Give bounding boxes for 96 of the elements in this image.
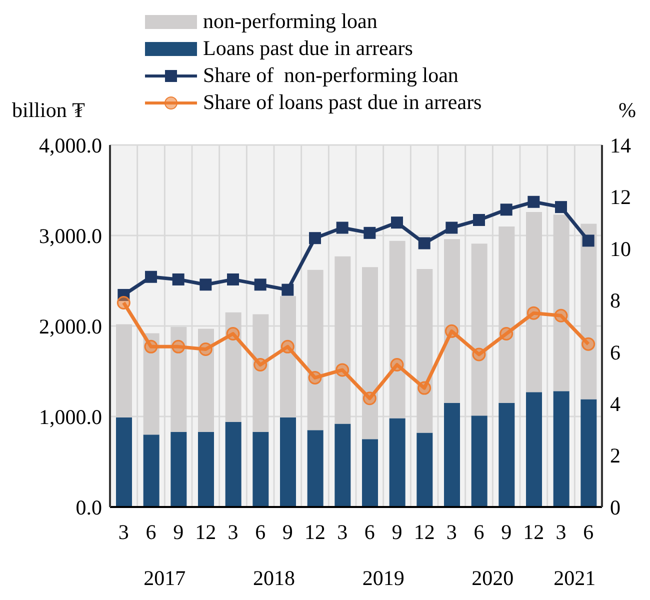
legend-label: Share of loans past due in arrears: [203, 89, 482, 116]
x-tick-label: 6: [583, 520, 594, 544]
point: [500, 327, 514, 341]
x-tick-label: 9: [282, 520, 293, 544]
point: [308, 370, 322, 384]
y2-tick-label: 0: [610, 495, 620, 520]
point: [391, 216, 403, 229]
point: [200, 278, 212, 291]
bar: [498, 402, 515, 507]
bar: [471, 416, 488, 507]
point: [472, 348, 486, 362]
x-tick-label: 3: [118, 520, 129, 544]
bar: [526, 392, 542, 507]
point: [226, 327, 240, 341]
bar: [143, 434, 160, 507]
text: 2017: [144, 566, 186, 590]
point: [116, 296, 130, 310]
y-tick-label: 3,000.0: [39, 224, 102, 248]
y2-tick-label: 6: [610, 340, 620, 364]
point: [280, 340, 294, 354]
point: [418, 381, 432, 395]
x-tick-label: 9: [501, 520, 512, 544]
point: [582, 234, 594, 247]
x-tick-label: 6: [364, 520, 375, 544]
text: 2020: [472, 566, 514, 590]
bar: [198, 432, 214, 507]
bar: [389, 418, 406, 507]
bar: [307, 430, 324, 507]
bar: [225, 422, 242, 507]
x-tick-label: 3: [556, 520, 566, 544]
x-tick-label: 9: [392, 520, 402, 544]
point: [582, 337, 596, 351]
bar: [553, 391, 570, 507]
y2-axis-title: %: [618, 98, 636, 123]
y2-tick-label: 12: [610, 185, 631, 210]
x-tick-label: 6: [146, 520, 156, 544]
x-tick-label: 3: [446, 520, 457, 544]
x-tick-label: 6: [255, 520, 266, 544]
legend-label: Share of non-performing loan: [203, 62, 458, 89]
y2-tick-label: 14: [610, 133, 632, 158]
point: [172, 273, 184, 286]
bar: [416, 432, 433, 507]
bar: [252, 432, 269, 507]
point: [555, 201, 567, 214]
point: [336, 363, 350, 377]
bar: [280, 417, 296, 507]
point: [473, 214, 485, 226]
text: 2021: [554, 566, 596, 590]
text: 2019: [362, 566, 404, 590]
legend-label: non-performing loan: [203, 8, 378, 35]
point: [145, 270, 157, 283]
x-tick-label: 3: [337, 520, 348, 544]
x-tick-label: 12: [414, 520, 435, 544]
bar: [580, 399, 597, 507]
point: [446, 222, 458, 234]
point: [172, 340, 186, 354]
y-tick-label: 2,000.0: [39, 314, 102, 338]
bar: [444, 402, 460, 507]
x-tick-label: 12: [195, 520, 216, 544]
y-tick-label: 1,000.0: [39, 404, 102, 429]
x-tick-label: 3: [228, 520, 238, 544]
point: [526, 306, 540, 320]
point: [309, 232, 321, 244]
bar: [362, 439, 378, 507]
y-tick-label: 4,000.0: [39, 133, 102, 158]
y-axis-title: billion ₮: [12, 98, 85, 123]
x-tick-label: 12: [523, 520, 544, 544]
bar: [116, 417, 132, 507]
point: [336, 222, 348, 234]
point: [444, 324, 458, 338]
x-tick-label: 9: [173, 520, 184, 544]
point: [554, 308, 568, 322]
point: [528, 196, 540, 208]
y2-tick-label: 8: [610, 288, 620, 313]
point: [144, 340, 158, 354]
bar: [170, 432, 187, 507]
point: [254, 358, 268, 372]
point: [282, 284, 294, 296]
point: [364, 226, 376, 239]
y-tick-label: 0.0: [76, 495, 102, 520]
x-tick-label: 12: [304, 520, 326, 544]
bar: [334, 424, 351, 507]
x-tick-label: 6: [474, 520, 484, 544]
y2-tick-label: 2: [610, 444, 620, 468]
point: [500, 204, 512, 216]
legend-label: Loans past due in arrears: [203, 35, 413, 62]
point: [390, 358, 404, 372]
point: [418, 237, 430, 250]
text: 2018: [253, 566, 295, 590]
point: [118, 288, 130, 301]
point: [362, 392, 376, 406]
point: [254, 278, 266, 291]
y2-tick-label: 4: [610, 392, 621, 416]
point: [198, 342, 212, 356]
point: [227, 273, 239, 286]
y2-tick-label: 10: [610, 236, 631, 261]
